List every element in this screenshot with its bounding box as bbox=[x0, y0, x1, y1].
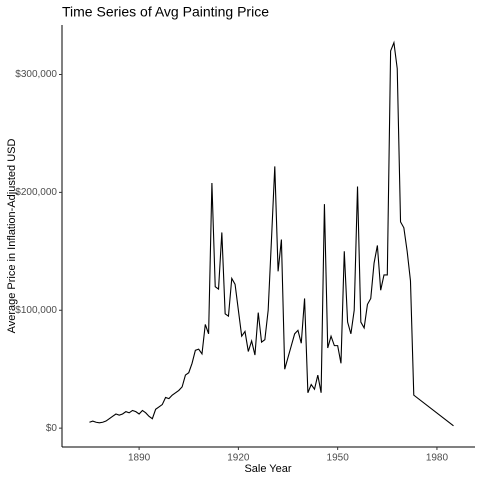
y-axis-label: Average Price in Inflation-Adjusted USD bbox=[6, 139, 18, 334]
x-tick-label: 1920 bbox=[227, 453, 250, 464]
x-tick-label: 1980 bbox=[426, 453, 449, 464]
chart-title: Time Series of Avg Painting Price bbox=[62, 4, 269, 20]
y-tick-label: $0 bbox=[46, 423, 58, 434]
x-axis-label: Sale Year bbox=[244, 463, 291, 475]
y-tick-label: $300,000 bbox=[15, 69, 57, 80]
y-tick-label: $100,000 bbox=[15, 305, 57, 316]
x-tick-label: 1890 bbox=[128, 453, 151, 464]
line-series bbox=[89, 40, 454, 427]
x-tick-label: 1950 bbox=[327, 453, 350, 464]
y-tick-label: $200,000 bbox=[15, 187, 57, 198]
